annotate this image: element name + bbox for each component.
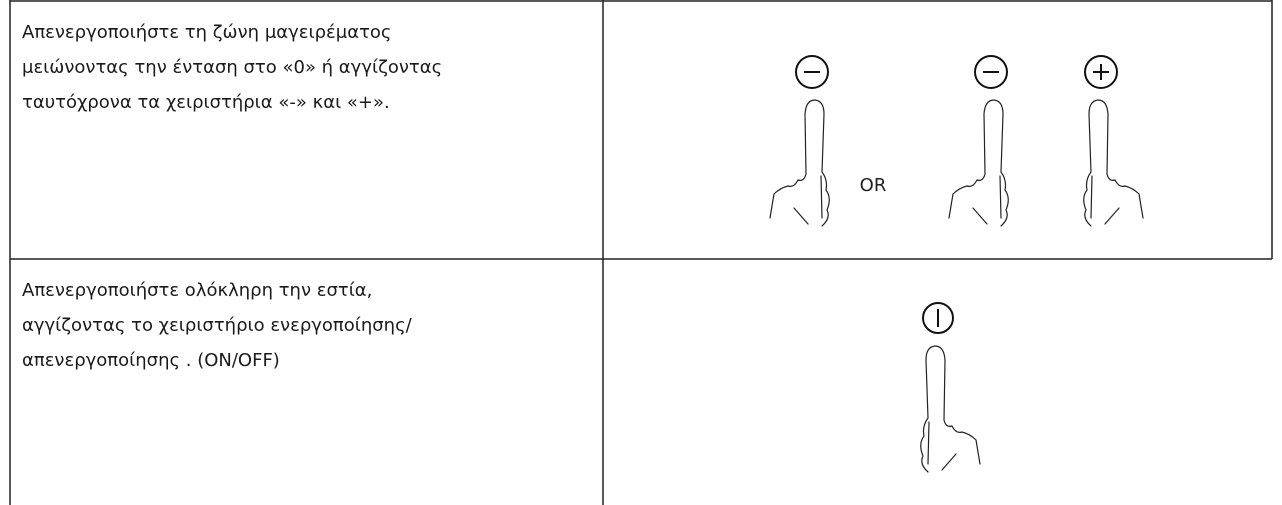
- text-line: Απενεργοποιήστε τη ζώνη μαγειρέματος: [22, 22, 392, 43]
- or-label: OR: [860, 175, 887, 196]
- text-line: μειώνοντας την ένταση στο «0» ή αγγίζοντ…: [22, 57, 443, 78]
- illustration-row-1: OR: [769, 55, 1144, 227]
- grid-lines: [9, 0, 1273, 505]
- text-line: Απενεργοποιήστε ολόκληρη την εστία,: [22, 280, 373, 301]
- illustration-row-2: [920, 302, 981, 473]
- text-line: ταυτόχρονα τα χειριστήρια «-» και «+».: [22, 92, 390, 113]
- text-line: αγγίζοντας το χειριστήριο ενεργοποίησης/: [22, 315, 412, 336]
- text-line: απενεργοποίησης . (ON/OFF): [22, 350, 280, 371]
